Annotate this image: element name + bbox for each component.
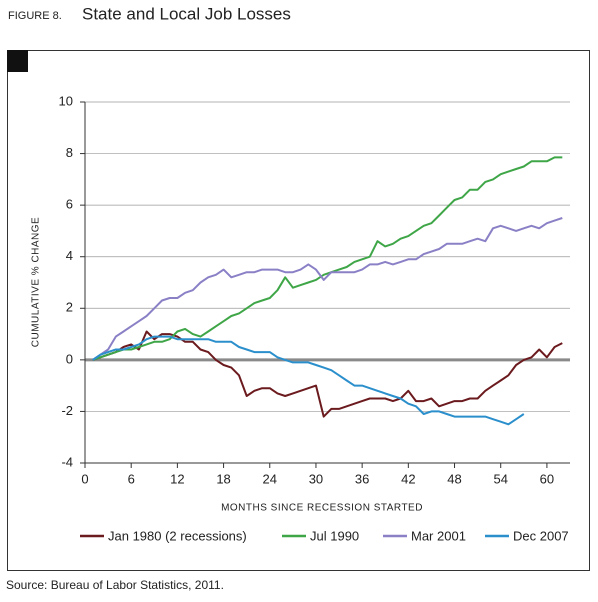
x-tick-label: 24 [263, 471, 277, 486]
series-line [92, 156, 563, 361]
frame [7, 50, 590, 571]
legend: Jan 1980 (2 recessions) Jul 1990 Mar 2001 D… [80, 528, 569, 543]
y-tick-label: 0 [66, 351, 73, 366]
legend-label: Jul 1990 [310, 528, 359, 543]
y-tick-label: 8 [66, 145, 73, 160]
legend-label: Jan 1980 (2 recessions) [108, 528, 247, 543]
y-tick-label: 4 [66, 248, 73, 263]
y-axis-label: CUMULATIVE % CHANGE [31, 217, 42, 347]
figure-label: FIGURE 8. [8, 10, 62, 22]
x-tick-label: 42 [401, 471, 415, 486]
chart-title: State and Local Job Losses [82, 4, 291, 23]
x-tick-label: 12 [170, 471, 184, 486]
y-tick-label: -4 [61, 454, 73, 469]
x-tick-label: 48 [447, 471, 461, 486]
x-tick-label: 60 [540, 471, 554, 486]
y-tick-label: -2 [61, 403, 73, 418]
x-tick-label: 54 [493, 471, 507, 486]
series-line [92, 335, 525, 426]
source: Source: Bureau of Labor Statistics, 2011… [6, 578, 224, 592]
series-line [92, 330, 563, 418]
y-tick-label: 6 [66, 197, 73, 212]
y-tick-label: 2 [66, 300, 73, 315]
legend-label: Mar 2001 [411, 528, 466, 543]
corner-box [7, 50, 28, 72]
y-tick-label: 10 [59, 93, 73, 108]
legend-label: Dec 2007 [513, 528, 569, 543]
x-tick-label: 30 [309, 471, 323, 486]
x-tick-label: 18 [216, 471, 230, 486]
x-tick-label: 36 [355, 471, 369, 486]
x-axis-label: MONTHS SINCE RECESSION STARTED [221, 503, 423, 514]
lines [92, 156, 563, 426]
x-tick-label: 6 [128, 471, 135, 486]
series-line [92, 217, 563, 361]
x-tick-label: 0 [81, 471, 88, 486]
